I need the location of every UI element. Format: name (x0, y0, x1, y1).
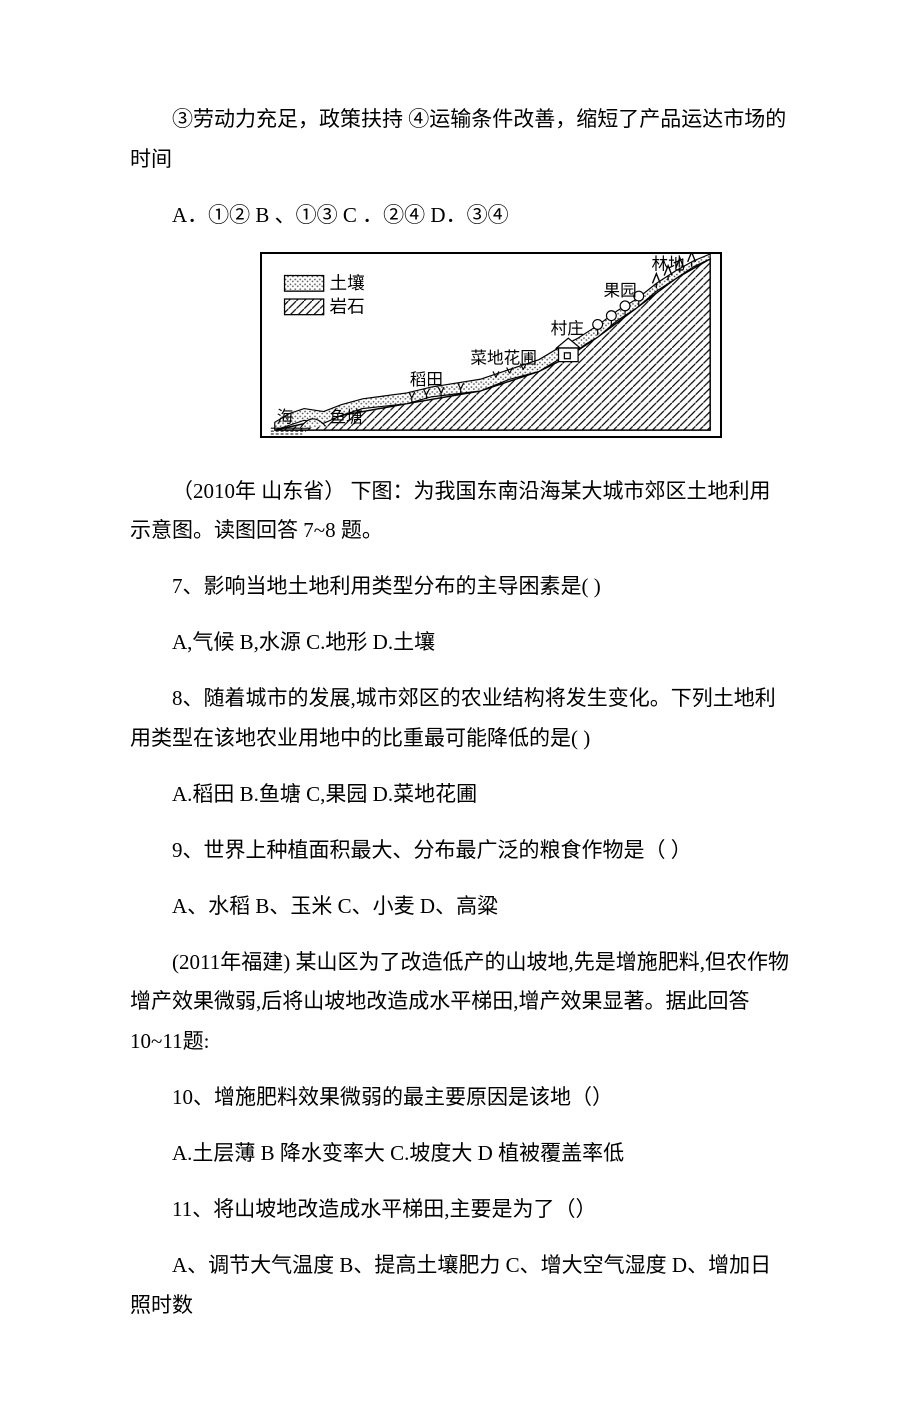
diagram-container: 土壤 岩石 林地 果园 村庄 菜地花圃 稻田 鱼塘 海 (260, 252, 722, 452)
question-7: 7、影响当地土地利用类型分布的主导困素是( ) (130, 567, 790, 607)
question-8: 8、随着城市的发展,城市郊区的农业结构将发生变化。下列土地利用类型在该地农业用地… (130, 679, 790, 759)
para-1: ③劳动力充足，政策扶持 ④运输条件改善，缩短了产品运达市场的时间 (130, 100, 790, 180)
question-10: 10、增施肥料效果微弱的最主要原因是该地（） (130, 1078, 790, 1118)
para-context-2011: (2011年福建) 某山区为了改造低产的山坡地,先是增施肥料,但农作物增产效果微… (130, 943, 790, 1063)
land-use-diagram: 土壤 岩石 林地 果园 村庄 菜地花圃 稻田 鱼塘 海 (260, 252, 722, 438)
question-11-options: A、调节大气温度 B、提高土壤肥力 C、增大空气湿度 D、增加日照时数 (130, 1246, 790, 1326)
label-pond: 鱼塘 (330, 407, 363, 426)
label-village: 村庄 (551, 319, 584, 338)
question-9: 9、世界上种植面积最大、分布最广泛的粮食作物是（ ） (130, 831, 790, 871)
question-8-options: A.稻田 B.鱼塘 C,果园 D.菜地花圃 (130, 775, 790, 815)
para-2-options: A．①② B 、①③ C ．②④ D．③④ (130, 196, 790, 236)
question-7-options: A,气候 B,水源 C.地形 D.土壤 (130, 623, 790, 663)
para-context-2010: （2010年 山东省） 下图：为我国东南沿海某大城市郊区土地利用示意图。读图回答… (130, 472, 790, 552)
label-paddy: 稻田 (410, 370, 443, 389)
question-9-options: A、水稻 B、玉米 C、小麦 D、高粱 (130, 887, 790, 927)
question-10-options: A.土层薄 B 降水变率大 C.坡度大 D 植被覆盖率低 (130, 1134, 790, 1174)
label-vegetable: 菜地花圃 (470, 348, 537, 367)
label-forest: 林地 (651, 254, 685, 273)
label-orchard: 果园 (604, 281, 637, 300)
legend-soil-label: 土壤 (330, 273, 365, 293)
label-sea: 海 (277, 407, 294, 426)
legend-rock-label: 岩石 (330, 296, 365, 316)
question-11: 11、将山坡地改造成水平梯田,主要是为了（） (130, 1190, 790, 1230)
